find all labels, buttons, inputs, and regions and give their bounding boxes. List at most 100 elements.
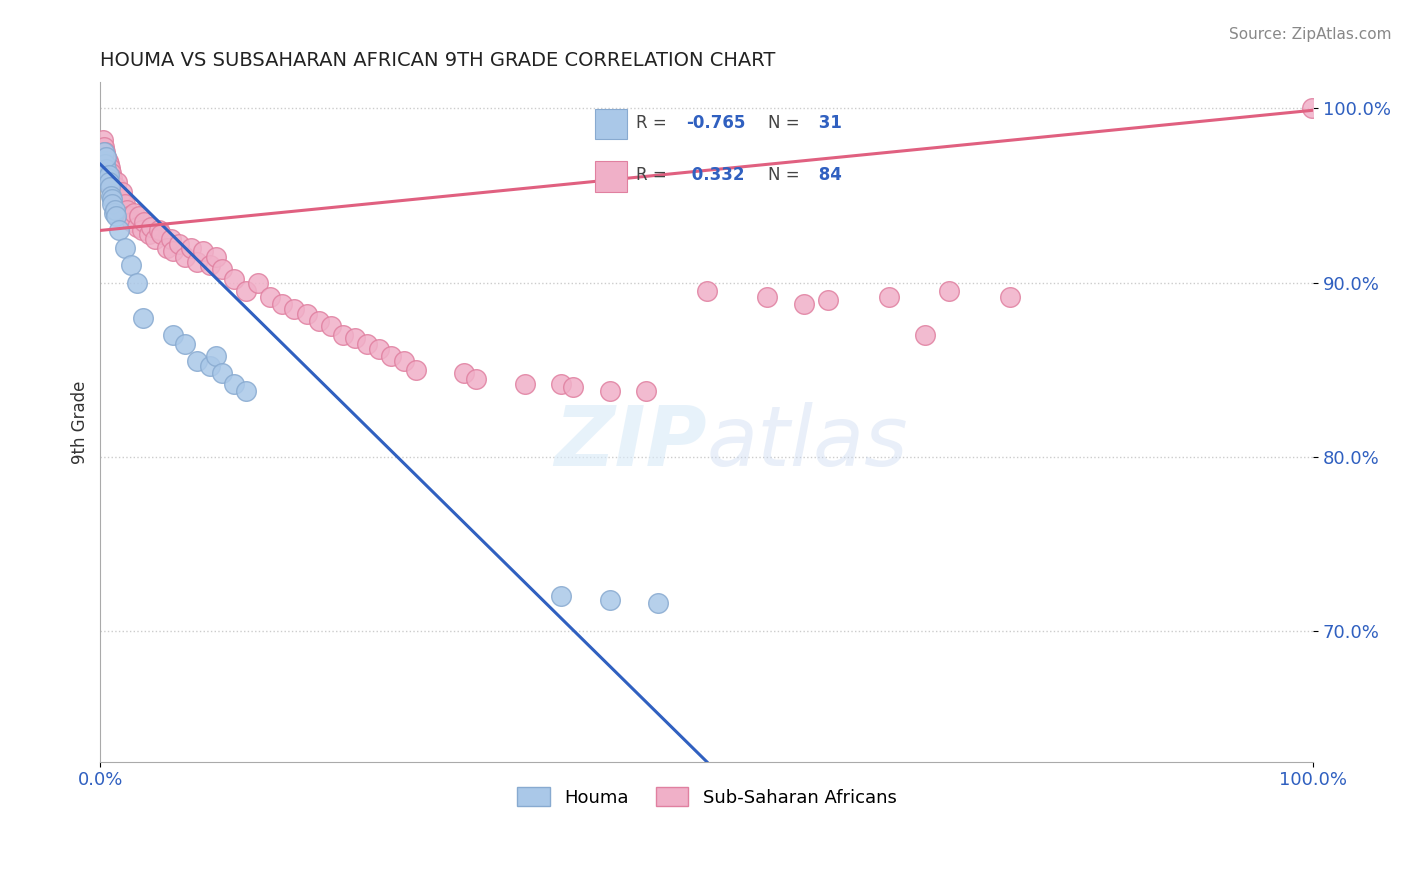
Point	[198, 258, 221, 272]
Point	[141, 219, 163, 234]
Point	[107, 197, 129, 211]
Point	[111, 185, 134, 199]
Point	[100, 175, 122, 189]
Point	[998, 290, 1021, 304]
Point	[98, 161, 121, 175]
Point	[101, 192, 124, 206]
Point	[96, 150, 118, 164]
Point	[103, 185, 125, 199]
Point	[101, 171, 124, 186]
Point	[96, 162, 118, 177]
Point	[162, 328, 184, 343]
Point	[105, 175, 128, 189]
Point	[817, 293, 839, 307]
Point	[319, 319, 342, 334]
Point	[204, 349, 226, 363]
Point	[453, 366, 475, 380]
Point	[91, 153, 114, 168]
Point	[121, 215, 143, 229]
Point	[118, 210, 141, 224]
Point	[115, 202, 138, 217]
Point	[124, 206, 146, 220]
Point	[94, 145, 117, 159]
Point	[174, 336, 197, 351]
Point	[211, 261, 233, 276]
Point	[405, 363, 427, 377]
Point	[101, 197, 124, 211]
Point	[100, 166, 122, 180]
Point	[97, 171, 120, 186]
Legend: Houma, Sub-Saharan Africans: Houma, Sub-Saharan Africans	[510, 780, 904, 814]
Point	[105, 210, 128, 224]
Point	[198, 359, 221, 374]
Point	[295, 307, 318, 321]
Point	[914, 328, 936, 343]
Text: Source: ZipAtlas.com: Source: ZipAtlas.com	[1229, 27, 1392, 42]
Point	[107, 223, 129, 237]
Point	[562, 380, 585, 394]
Point	[100, 188, 122, 202]
Point	[204, 250, 226, 264]
Point	[150, 227, 173, 241]
Point	[148, 223, 170, 237]
Point	[132, 310, 155, 325]
Point	[174, 250, 197, 264]
Point	[107, 188, 129, 202]
Point	[143, 232, 166, 246]
Point	[647, 596, 669, 610]
Point	[104, 192, 127, 206]
Point	[259, 290, 281, 304]
Point	[128, 210, 150, 224]
Point	[97, 168, 120, 182]
Point	[599, 384, 621, 398]
Point	[793, 296, 815, 310]
Point	[193, 244, 215, 259]
Point	[222, 376, 245, 391]
Point	[94, 157, 117, 171]
Point	[162, 244, 184, 259]
Point	[465, 371, 488, 385]
Point	[283, 301, 305, 316]
Point	[308, 314, 330, 328]
Point	[156, 241, 179, 255]
Point	[132, 215, 155, 229]
Point	[756, 290, 779, 304]
Point	[93, 145, 115, 159]
Point	[332, 328, 354, 343]
Point	[186, 254, 208, 268]
Point	[1301, 102, 1323, 116]
Point	[636, 384, 658, 398]
Point	[550, 589, 572, 603]
Y-axis label: 9th Grade: 9th Grade	[72, 380, 89, 464]
Point	[877, 290, 900, 304]
Point	[97, 157, 120, 171]
Point	[101, 179, 124, 194]
Point	[247, 276, 270, 290]
Point	[368, 342, 391, 356]
Point	[96, 150, 118, 164]
Text: ZIP: ZIP	[554, 402, 707, 483]
Point	[235, 285, 257, 299]
Point	[93, 150, 115, 164]
Point	[550, 376, 572, 391]
Point	[186, 354, 208, 368]
Point	[356, 336, 378, 351]
Point	[938, 285, 960, 299]
Point	[131, 223, 153, 237]
Text: atlas: atlas	[707, 402, 908, 483]
Point	[180, 241, 202, 255]
Point	[167, 237, 190, 252]
Point	[105, 188, 128, 202]
Point	[114, 197, 136, 211]
Point	[105, 179, 128, 194]
Point	[138, 227, 160, 241]
Point	[114, 241, 136, 255]
Point	[97, 175, 120, 189]
Point	[97, 171, 120, 186]
Point	[120, 258, 142, 272]
Point	[93, 140, 115, 154]
Point	[125, 219, 148, 234]
Point	[114, 206, 136, 220]
Point	[159, 232, 181, 246]
Point	[96, 157, 118, 171]
